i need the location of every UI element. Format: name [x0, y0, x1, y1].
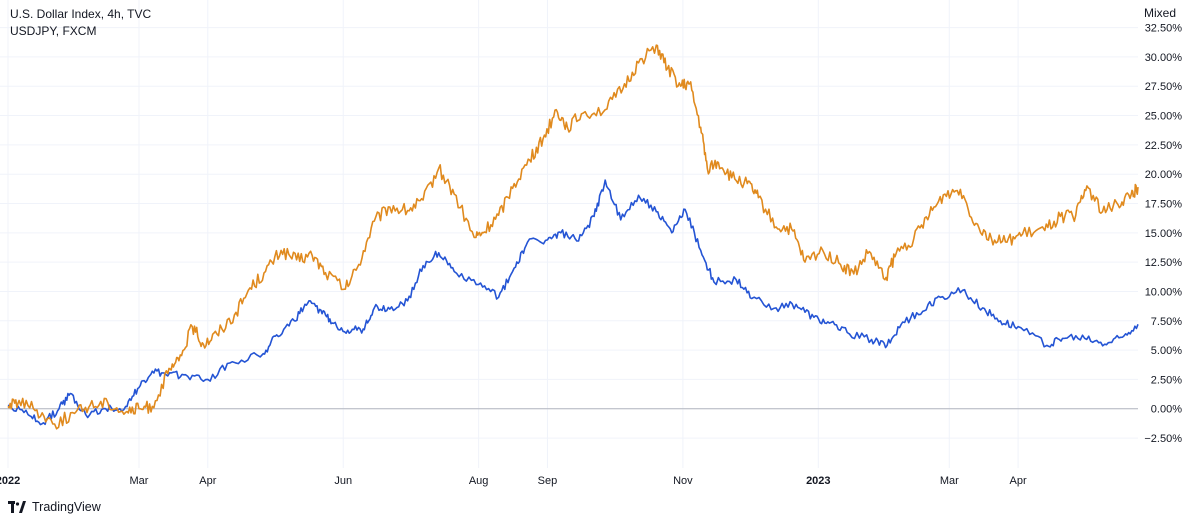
y-tick-label: 2.50% [1151, 374, 1182, 386]
legend-series-dxy[interactable]: U.S. Dollar Index, 4h, TVC [10, 7, 152, 21]
x-tick-label: Mar [130, 475, 149, 487]
x-tick-label: Aug [469, 475, 489, 487]
y-tick-label: 32.50% [1145, 23, 1183, 35]
x-tick-label: Apr [199, 475, 216, 487]
gridlines [0, 0, 1138, 468]
y-tick-label: 27.50% [1145, 81, 1183, 93]
y-tick-label: 25.00% [1145, 111, 1183, 123]
x-tick-label: 2023 [806, 475, 830, 487]
y-tick-label: 0.00% [1151, 404, 1182, 416]
x-tick-label: 2022 [0, 475, 20, 487]
x-tick-label: Nov [673, 475, 693, 487]
series-lines [7, 44, 1139, 430]
tradingview-brand[interactable]: TradingView [8, 500, 101, 514]
x-tick-label: Sep [538, 475, 558, 487]
y-tick-label: 17.50% [1145, 199, 1183, 211]
y-tick-label: 12.50% [1145, 257, 1183, 269]
scale-mode-label[interactable]: Mixed [1143, 6, 1176, 20]
x-tick-label: Mar [940, 475, 959, 487]
y-tick-label: 30.00% [1145, 52, 1183, 64]
y-axis: 32.50% 30.00% 27.50% 25.00% 22.50% 20.00% 17.5… [1144, 23, 1182, 445]
y-tick-label: 5.00% [1151, 345, 1182, 357]
x-tick-label: Jun [334, 475, 352, 487]
series-line-usdjpy[interactable] [7, 44, 1139, 430]
series-line-dxy[interactable] [7, 179, 1139, 426]
y-tick-label: 22.50% [1145, 140, 1183, 152]
brand-label: TradingView [32, 500, 101, 514]
y-tick-label: 7.50% [1151, 316, 1182, 328]
legend-series-usdjpy[interactable]: USDJPY, FXCM [10, 24, 97, 38]
y-tick-label: −2.50% [1144, 433, 1182, 445]
x-tick-label: Apr [1010, 475, 1027, 487]
x-axis: 2022 Mar Apr Jun Aug Sep Nov 2023 Mar Apr [0, 475, 1027, 487]
series-legend: U.S. Dollar Index, 4h, TVC USDJPY, FXCM [10, 6, 151, 40]
y-tick-label: 10.00% [1145, 286, 1183, 298]
y-tick-label: 15.00% [1145, 228, 1183, 240]
y-tick-label: 20.00% [1145, 169, 1183, 181]
tradingview-logo-icon [8, 501, 26, 513]
